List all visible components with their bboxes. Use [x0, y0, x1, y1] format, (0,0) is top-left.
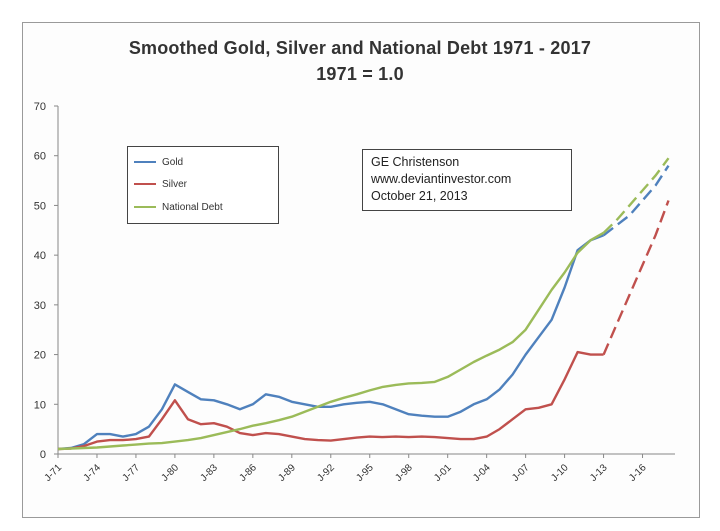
- y-tick-label-0: 0: [40, 449, 46, 461]
- x-tick-label-J-71: J-71: [43, 462, 65, 484]
- series-projection-national-debt: [602, 157, 670, 234]
- series-projection-silver: [602, 200, 670, 356]
- chart-title: Smoothed Gold, Silver and National Debt …: [128, 38, 592, 58]
- legend-label-gold: Gold: [162, 157, 184, 168]
- legend-item-silver: Silver: [134, 179, 187, 193]
- x-tick-label-J-98: J-98: [393, 462, 415, 484]
- x-tick-label-J-16: J-16: [627, 462, 649, 484]
- annotation-box: GE Christenson www.deviantinvestor.com O…: [362, 149, 572, 211]
- y-tick-label-50: 50: [34, 200, 46, 212]
- series-line-gold: [57, 234, 605, 451]
- x-tick-label-J-77: J-77: [121, 462, 143, 484]
- y-tick-label-40: 40: [34, 250, 46, 262]
- chart-subtitle: 1971 = 1.0: [316, 64, 404, 84]
- legend-swatch-gold: [134, 161, 156, 164]
- y-tick-label-70: 70: [34, 101, 46, 113]
- legend-swatch-national-debt: [134, 206, 156, 209]
- x-tick-label-J-01: J-01: [432, 462, 454, 484]
- series-projection-gold: [602, 165, 670, 237]
- legend-item-gold: Gold: [134, 157, 183, 171]
- legend: Gold Silver National Debt: [127, 146, 279, 224]
- x-tick-label-J-83: J-83: [198, 462, 220, 484]
- legend-label-national-debt: National Debt: [162, 202, 223, 213]
- series-line-national-debt: [57, 231, 605, 451]
- annotation-author: GE Christenson: [371, 155, 460, 169]
- legend-swatch-silver: [134, 183, 156, 186]
- legend-item-national-debt: National Debt: [134, 202, 223, 216]
- y-tick-label-60: 60: [34, 151, 46, 163]
- x-tick-label-J-92: J-92: [315, 462, 337, 484]
- x-tick-label-J-10: J-10: [549, 462, 571, 484]
- x-tick-label-J-80: J-80: [159, 462, 181, 484]
- annotation-date: October 21, 2013: [371, 189, 468, 203]
- x-tick-label-J-13: J-13: [588, 462, 610, 484]
- x-tick-label-J-89: J-89: [276, 462, 298, 484]
- y-tick-label-20: 20: [34, 350, 46, 362]
- x-tick-label-J-04: J-04: [471, 462, 493, 484]
- x-tick-label-J-74: J-74: [82, 462, 104, 484]
- series-line-silver: [57, 350, 604, 451]
- legend-label-silver: Silver: [162, 179, 188, 190]
- x-tick-label-J-86: J-86: [237, 462, 259, 484]
- y-tick-label-10: 10: [34, 399, 46, 411]
- x-tick-label-J-95: J-95: [354, 462, 376, 484]
- x-tick-label-J-07: J-07: [510, 462, 532, 484]
- annotation-website: www.deviantinvestor.com: [371, 172, 512, 186]
- y-tick-label-30: 30: [34, 300, 46, 312]
